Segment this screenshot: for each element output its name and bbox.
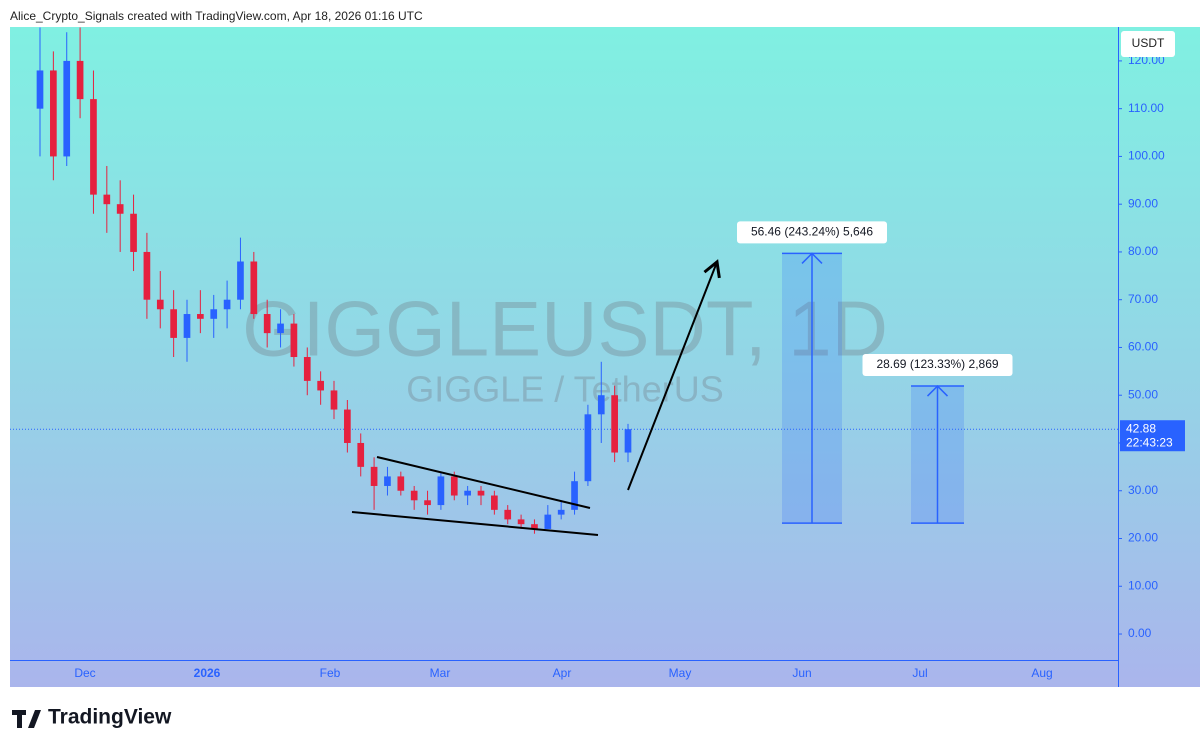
footer-bar xyxy=(0,687,1200,747)
candle-body xyxy=(517,519,525,525)
y-tick-label: 70.00 xyxy=(1128,292,1158,306)
candle-body xyxy=(477,490,485,496)
y-tick-label: 100.00 xyxy=(1128,149,1165,163)
candle-body xyxy=(597,395,605,415)
candle-body xyxy=(210,309,218,319)
candle-body xyxy=(223,299,231,310)
candle-body xyxy=(143,251,151,300)
x-tick-label: Jun xyxy=(792,666,811,680)
projection-arrowhead xyxy=(801,252,823,264)
y-tick-label: 110.00 xyxy=(1128,101,1164,115)
currency-box xyxy=(1121,31,1175,57)
candle-body xyxy=(36,70,44,109)
candle-body xyxy=(464,490,471,496)
candle-body xyxy=(237,261,244,300)
candle-body xyxy=(450,476,458,496)
candle-body xyxy=(624,429,632,453)
candle-body xyxy=(584,414,592,482)
watermark-subtitle: GIGGLE / TetherUS xyxy=(406,369,723,410)
candle-body xyxy=(437,476,445,506)
projection-label-box xyxy=(737,221,887,244)
candle-body xyxy=(116,204,124,214)
projection-label: 56.46 (243.24%) 5,646 xyxy=(751,225,873,239)
projection-label: 28.69 (123.33%) 2,869 xyxy=(876,357,998,371)
projection-arrowhead xyxy=(926,384,949,397)
candle-body xyxy=(330,390,338,410)
y-tick-label: 10.00 xyxy=(1128,578,1158,592)
candle-body xyxy=(491,495,498,510)
candle-body xyxy=(103,194,111,205)
last-price-box xyxy=(1120,420,1185,452)
projection-label-box xyxy=(862,354,1013,377)
footer-brand: TradingView xyxy=(48,706,172,729)
candle-body xyxy=(197,314,204,319)
candle-body xyxy=(611,395,618,453)
currency-label: USDT xyxy=(1132,36,1165,50)
candle-body xyxy=(344,409,351,443)
x-tick-label: Apr xyxy=(553,666,572,680)
last-price-label: 42.88 xyxy=(1126,421,1156,435)
trend-arrow xyxy=(627,259,721,491)
candle-body xyxy=(263,314,271,334)
drawings xyxy=(351,259,721,536)
x-tick-label: Feb xyxy=(320,666,341,680)
candle-body xyxy=(557,509,565,515)
candle-body xyxy=(290,323,298,358)
y-tick-label: 80.00 xyxy=(1128,244,1158,258)
candle-body xyxy=(303,357,311,381)
x-tick-label: 2026 xyxy=(194,666,221,680)
y-tick-label: 0.00 xyxy=(1128,626,1152,640)
candle-body xyxy=(317,380,324,391)
candle-body xyxy=(170,309,177,338)
candle-body xyxy=(504,509,512,520)
candle-body xyxy=(50,70,57,157)
candle-body xyxy=(571,481,578,510)
countdown-label: 22:43:23 xyxy=(1126,435,1173,449)
wedge-upper-line xyxy=(376,456,591,509)
candle-body xyxy=(410,490,418,501)
candle-body xyxy=(424,500,431,506)
y-tick-label: 30.00 xyxy=(1128,483,1158,497)
candle-body xyxy=(183,314,191,338)
candle-body xyxy=(384,476,391,486)
x-tick-label: Mar xyxy=(430,666,451,680)
candle-body xyxy=(90,99,97,195)
x-tick-label: Jul xyxy=(912,666,927,680)
tradingview-logo xyxy=(12,710,41,728)
candle-body xyxy=(397,476,405,491)
y-tick-label: 60.00 xyxy=(1128,340,1158,354)
candle-body xyxy=(370,466,378,486)
candle-body xyxy=(357,442,365,467)
candle-body xyxy=(531,524,538,529)
y-tick-label: 50.00 xyxy=(1128,387,1158,401)
candle-body xyxy=(156,299,164,310)
candle-body xyxy=(76,60,84,100)
candle-body xyxy=(130,213,137,252)
candle-body xyxy=(250,261,258,315)
header: Alice_Crypto_Signals created with Tradin… xyxy=(10,9,423,23)
watermark-title: GIGGLEUSDT, 1D xyxy=(242,285,888,373)
x-tick-label: May xyxy=(669,666,692,680)
wedge-lower-line xyxy=(351,511,599,536)
candle-body xyxy=(544,514,552,529)
x-tick-label: Aug xyxy=(1031,666,1052,680)
x-tick-label: Dec xyxy=(74,666,95,680)
candle-body xyxy=(277,323,284,334)
y-tick-label: 20.00 xyxy=(1128,531,1158,545)
y-tick-label: 90.00 xyxy=(1128,196,1158,210)
candle-body xyxy=(63,60,71,157)
